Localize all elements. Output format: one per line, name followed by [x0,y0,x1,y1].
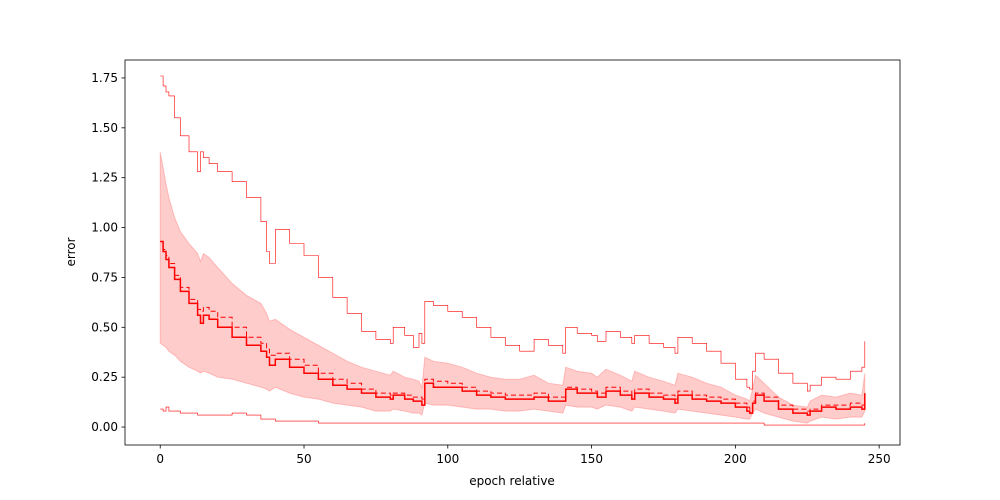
plot-area [159,75,866,426]
series-line-1 [160,240,866,416]
x-tick-label: 50 [296,452,311,466]
y-tick-label: 0.50 [91,320,118,334]
y-tick-label: 1.25 [91,171,118,185]
x-tick-label: 250 [868,452,891,466]
x-tick-label: 200 [724,452,747,466]
y-tick-label: 1.75 [91,71,118,85]
y-tick-label: 0.00 [91,420,118,434]
series-line-2 [160,241,866,412]
y-tick-label: 1.50 [91,121,118,135]
y-axis-label: error [64,237,78,266]
x-axis-label: epoch relative [469,474,555,488]
y-tick-label: 0.75 [91,270,118,284]
plot-frame [124,59,901,446]
series-line-3 [160,75,866,392]
x-tick-label: 100 [436,452,459,466]
x-tick-label: 150 [580,452,603,466]
x-axis: 0 50 100 150 200 250 [156,445,891,466]
x-tick-label: 0 [156,452,164,466]
series-line-4 [160,406,866,426]
y-tick-label: 1.00 [91,221,118,235]
std-band [159,151,866,424]
y-axis: 0.00 0.25 0.50 0.75 1.00 1.25 1.50 1.75 [91,71,125,434]
y-tick-label: 0.25 [91,370,118,384]
